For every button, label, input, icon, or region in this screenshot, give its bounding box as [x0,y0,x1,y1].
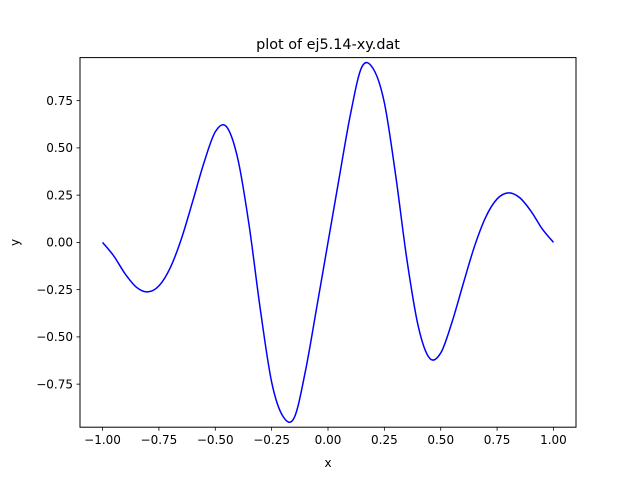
y-tick-label: 0.00 [46,236,73,250]
x-tick-label: −1.00 [84,433,121,447]
plot-area [101,61,555,423]
x-tick-label: −0.25 [253,433,290,447]
x-tick-label: 0.00 [315,433,342,447]
x-axis-label: x [324,456,331,470]
y-axis-label: y [8,239,22,246]
x-tick-label: −0.50 [197,433,234,447]
y-tick-label: 0.50 [46,141,73,155]
y-tick-label: 0.25 [46,188,73,202]
y-tick-label: 0.75 [46,94,73,108]
x-tick-label: −0.75 [141,433,178,447]
y-axis: −0.75 −0.50 −0.25 0.00 0.25 0.50 0.75 [36,94,80,391]
chart-title: plot of ej5.14-xy.dat [256,37,400,53]
y-tick-label: −0.75 [36,377,73,391]
x-tick-label: 0.25 [371,433,398,447]
x-tick-label: 0.50 [427,433,454,447]
y-tick-label: −0.50 [36,330,73,344]
x-tick-label: 1.00 [540,433,567,447]
y-tick-label: −0.25 [36,283,73,297]
x-axis: −1.00 −0.75 −0.50 −0.25 0.00 0.25 0.50 0.75 1.00 [84,427,567,447]
series-line-1 [101,61,555,423]
x-tick-label: 0.75 [484,433,511,447]
